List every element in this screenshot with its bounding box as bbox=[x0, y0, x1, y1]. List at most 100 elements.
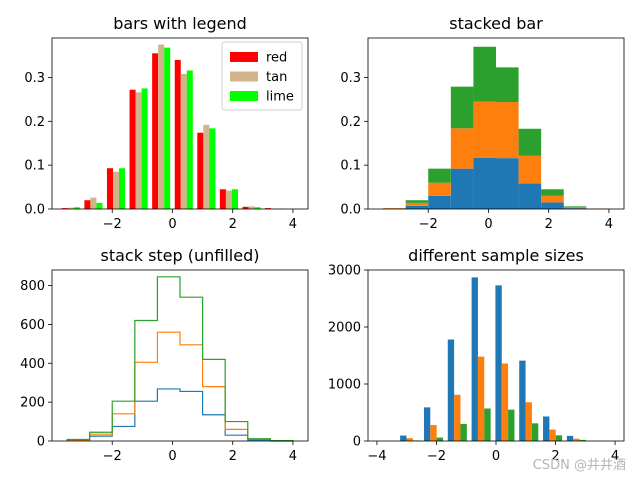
axes-frame bbox=[51, 37, 309, 210]
bar-red-5 bbox=[174, 59, 181, 209]
step-line-2 bbox=[66, 276, 294, 442]
bar-c0-6 bbox=[543, 416, 550, 441]
legend-label-tan: tan bbox=[266, 70, 287, 85]
legend: red tan lime bbox=[221, 41, 303, 111]
bar-c2-2 bbox=[460, 423, 467, 441]
stacked-bar-c1-7 bbox=[541, 195, 564, 203]
stacked-bar-c0-1 bbox=[405, 205, 429, 209]
x-tick-label: 2 bbox=[229, 217, 237, 232]
bar-tan-0 bbox=[67, 207, 74, 209]
bar-c1-0 bbox=[406, 438, 413, 441]
bar-lime-5 bbox=[186, 70, 193, 209]
stacked-bar-c1-5 bbox=[496, 102, 519, 159]
bar-c2-4 bbox=[508, 409, 515, 441]
bar-red-1 bbox=[84, 200, 91, 209]
bar-lime-2 bbox=[119, 168, 126, 209]
y-tick-label: 0.1 bbox=[24, 159, 45, 174]
subplot-3: −2 0 2 4 0 200 400 600 800 stack step (unfilled) bbox=[20, 246, 309, 464]
bar-red-7 bbox=[219, 189, 226, 209]
bar-red-4 bbox=[152, 53, 159, 209]
legend-swatch-red bbox=[230, 52, 258, 62]
bar-c2-5 bbox=[531, 423, 539, 441]
bar-tan-4 bbox=[158, 44, 165, 210]
legend-label-red: red bbox=[266, 51, 287, 66]
bar-c1-2 bbox=[454, 394, 461, 441]
y-tick-label: 0.3 bbox=[340, 71, 361, 86]
y-tick-label: 3000 bbox=[328, 264, 361, 279]
x-tick-label: 2 bbox=[551, 449, 559, 464]
bar-red-3 bbox=[129, 89, 136, 209]
bar-c2-1 bbox=[436, 437, 444, 441]
bar-c2-3 bbox=[484, 408, 491, 441]
y-tick-label: 0.2 bbox=[340, 115, 361, 130]
stacked-bar-c2-5 bbox=[496, 67, 519, 103]
bar-c1-1 bbox=[430, 425, 437, 441]
subplot-title: bars with legend bbox=[113, 14, 247, 33]
x-tick-label: 2 bbox=[229, 449, 237, 464]
stacked-bar-c0-3 bbox=[450, 168, 474, 209]
stacked-bar-c0-8 bbox=[563, 208, 587, 209]
bar-c0-0 bbox=[400, 435, 407, 441]
stacked-bar-c0-4 bbox=[473, 157, 496, 209]
legend-swatch-tan bbox=[230, 71, 258, 82]
stacked-bar-c2-1 bbox=[405, 200, 429, 203]
bar-lime-1 bbox=[96, 202, 103, 209]
stacked-bar-c2-6 bbox=[518, 128, 542, 156]
legend-swatch-lime bbox=[230, 91, 258, 101]
bar-lime-7 bbox=[231, 189, 238, 209]
stacked-bar-c0-5 bbox=[496, 158, 519, 209]
bar-c2-7 bbox=[579, 439, 586, 441]
bar-c0-2 bbox=[447, 339, 455, 441]
step-line-0 bbox=[66, 388, 293, 442]
bar-tan-7 bbox=[225, 190, 232, 209]
bar-red-0 bbox=[61, 208, 68, 209]
x-tick-label: 4 bbox=[289, 449, 297, 464]
bar-c0-7 bbox=[566, 435, 574, 441]
stacked-bar-c2-8 bbox=[563, 206, 587, 208]
subplot-4: −4 −2 0 2 4 0 1000 2000 3000 different sample siz… bbox=[328, 246, 625, 464]
y-tick-label: 2000 bbox=[328, 321, 361, 336]
bar-c0-4 bbox=[495, 285, 502, 441]
y-tick-label: 0 bbox=[37, 435, 45, 450]
x-tick-label: 0 bbox=[492, 449, 500, 464]
bar-tan-3 bbox=[135, 92, 142, 209]
stacked-bar-c1-6 bbox=[518, 155, 542, 184]
x-tick-label: 0 bbox=[484, 217, 492, 232]
stacked-bar-c2-4 bbox=[473, 46, 496, 102]
bar-tan-5 bbox=[180, 73, 187, 209]
bar-red-9 bbox=[265, 208, 272, 209]
step-line-1 bbox=[66, 331, 294, 442]
stacked-bar-c1-8 bbox=[563, 207, 587, 209]
y-tick-label: 400 bbox=[20, 357, 45, 372]
bar-lime-0 bbox=[73, 207, 80, 209]
bar-c1-5 bbox=[525, 402, 532, 441]
y-tick-label: 0.2 bbox=[24, 115, 45, 130]
subplot-title: stack step (unfilled) bbox=[101, 246, 260, 265]
y-tick-label: 0.3 bbox=[24, 71, 45, 86]
legend-label-lime: lime bbox=[266, 90, 294, 105]
bar-tan-1 bbox=[90, 197, 97, 209]
bar-lime-3 bbox=[141, 88, 148, 209]
x-tick-label: −2 bbox=[419, 217, 438, 232]
stacked-bar-c2-2 bbox=[428, 168, 451, 183]
stacked-bar-c1-4 bbox=[473, 101, 496, 158]
y-tick-label: 1000 bbox=[328, 378, 361, 393]
bar-c1-7 bbox=[573, 438, 580, 441]
bar-c0-1 bbox=[423, 407, 431, 441]
stacked-bar-c1-2 bbox=[428, 182, 451, 196]
y-tick-label: 0.0 bbox=[24, 203, 45, 218]
stacked-bar-c2-7 bbox=[541, 189, 564, 196]
subplot-2: −2 0 2 4 0.0 0.1 0.2 0.3 stacked bar bbox=[340, 14, 625, 232]
subplot-1: −2 0 2 4 0.0 0.1 0.2 0.3 bars with legend red tan l… bbox=[24, 14, 309, 232]
y-tick-label: 800 bbox=[20, 279, 45, 294]
x-tick-label: 4 bbox=[611, 449, 619, 464]
y-tick-label: 0 bbox=[353, 435, 361, 450]
stacked-bar-c2-3 bbox=[450, 86, 474, 129]
bar-c0-5 bbox=[519, 360, 526, 441]
bar-tan-2 bbox=[112, 171, 120, 209]
bar-red-2 bbox=[106, 168, 113, 209]
x-tick-label: 0 bbox=[168, 449, 176, 464]
stacked-bar-c0-2 bbox=[428, 195, 451, 209]
bar-lime-8 bbox=[254, 207, 261, 209]
